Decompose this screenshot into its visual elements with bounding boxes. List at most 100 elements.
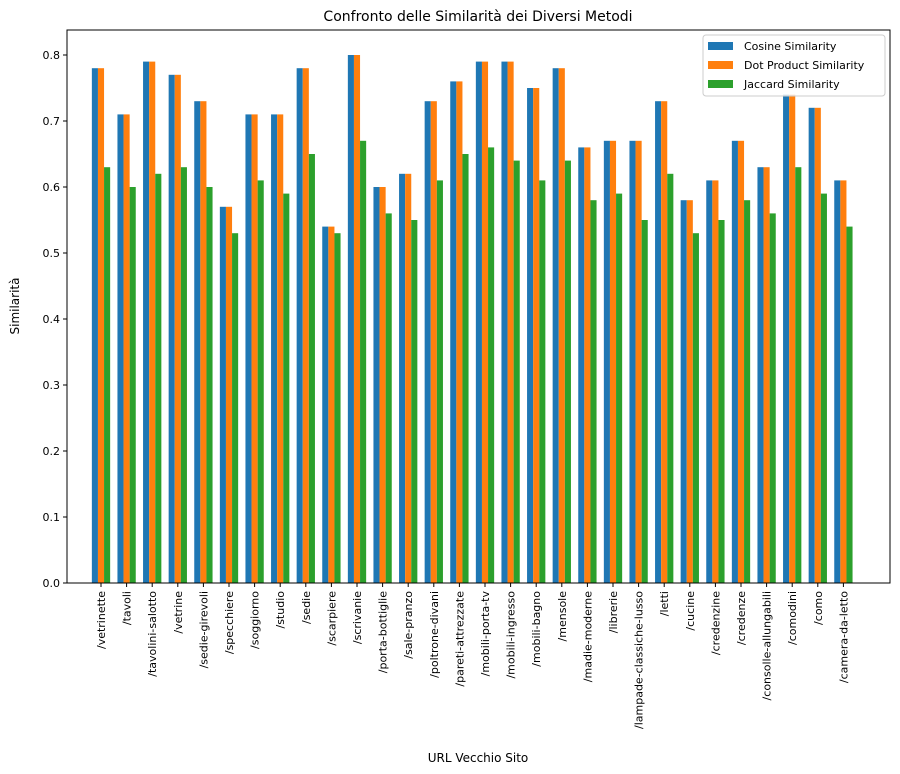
bar-jaccard xyxy=(667,173,674,584)
x-tick-label: /letti xyxy=(658,591,671,616)
x-tick-label: /camera-da-letto xyxy=(837,591,850,683)
bar-dot-product xyxy=(763,167,770,583)
bar-dot-product xyxy=(405,173,412,584)
bar-dot-product xyxy=(302,68,309,583)
bar-cosine xyxy=(271,114,278,584)
bar-cosine xyxy=(655,101,662,583)
bar-dot-product xyxy=(609,140,617,584)
x-tick-label: /tavoli xyxy=(121,591,134,625)
x-tick-label: /porta-bottiglie xyxy=(377,591,390,673)
bar-jaccard xyxy=(180,167,187,583)
bar-jaccard xyxy=(104,167,111,583)
bar-cosine xyxy=(578,147,585,583)
bar-cosine xyxy=(501,61,508,584)
bar-dot-product xyxy=(789,94,796,583)
bar-dot-product xyxy=(225,206,233,584)
bar-cosine xyxy=(424,101,431,583)
x-tick-label: /madie-moderne xyxy=(581,591,594,682)
bar-dot-product xyxy=(174,74,181,584)
bars-layer xyxy=(91,55,853,584)
y-tick-label: 0.0 xyxy=(43,577,61,590)
x-axis: /vetrinette/tavoli/tavolini-salotto/vetr… xyxy=(95,583,850,729)
bar-dot-product xyxy=(200,101,207,583)
x-tick-label: /scarpiere xyxy=(325,591,338,646)
bar-jaccard xyxy=(513,160,520,583)
chart-title: Confronto delle Similarità dei Diversi M… xyxy=(323,9,632,25)
bar-cosine xyxy=(168,74,175,584)
bar-jaccard xyxy=(257,180,264,583)
bar-jaccard xyxy=(641,220,648,583)
bar-dot-product xyxy=(251,114,258,584)
bar-cosine xyxy=(322,226,329,583)
x-tick-label: /mensole xyxy=(556,591,569,642)
legend-swatch xyxy=(708,42,733,50)
x-tick-label: /pareti-attrezzate xyxy=(453,591,466,687)
y-tick-label: 0.8 xyxy=(43,49,61,62)
bar-jaccard xyxy=(488,147,495,583)
y-tick-label: 0.1 xyxy=(43,511,61,524)
x-tick-label: /mobili-porta-tv xyxy=(479,591,492,677)
bar-dot-product xyxy=(737,140,745,584)
bar-jaccard xyxy=(308,154,315,583)
x-tick-label: /mobili-ingresso xyxy=(505,591,518,679)
bar-jaccard xyxy=(718,220,725,583)
bar-jaccard xyxy=(692,233,699,583)
bar-jaccard xyxy=(820,193,827,583)
x-tick-label: /sale-pranzo xyxy=(402,591,415,659)
bar-dot-product xyxy=(481,61,489,584)
bar-dot-product xyxy=(97,68,105,583)
bar-cosine xyxy=(296,68,303,583)
bar-cosine xyxy=(808,107,815,584)
bar-jaccard xyxy=(462,154,469,583)
legend-label: Cosine Similarity xyxy=(744,40,837,53)
bar-cosine xyxy=(373,187,380,583)
x-tick-label: /scrivanie xyxy=(351,591,364,644)
x-tick-label: /vetrine xyxy=(172,591,185,634)
x-tick-label: /como xyxy=(812,591,825,625)
x-tick-label: /consolle-allungabili xyxy=(761,591,774,700)
x-tick-label: /comodini xyxy=(786,591,799,645)
plot-frame xyxy=(66,29,891,584)
legend-label: Dot Product Similarity xyxy=(744,59,865,72)
bar-dot-product xyxy=(686,200,693,583)
bar-jaccard xyxy=(795,167,802,583)
bar-jaccard xyxy=(564,160,571,583)
legend-label: Jaccard Similarity xyxy=(743,78,840,91)
legend: Cosine Similarity Dot Product Similarity J… xyxy=(702,34,886,97)
bar-dot-product xyxy=(635,140,642,584)
bar-dot-product xyxy=(277,114,284,584)
bar-dot-product xyxy=(712,180,719,583)
bar-dot-product xyxy=(456,81,463,584)
bar-dot-product xyxy=(661,101,668,583)
bar-jaccard xyxy=(769,213,776,583)
bar-cosine xyxy=(680,200,687,583)
x-tick-label: /sedie xyxy=(300,591,313,624)
bar-cosine xyxy=(450,81,457,584)
x-tick-label: /sedie-girevoli xyxy=(197,591,210,668)
x-tick-label: /credenze xyxy=(735,591,748,645)
bar-cosine xyxy=(706,180,713,583)
bar-jaccard xyxy=(411,220,418,583)
x-tick-label: /lampade-classiche-lusso xyxy=(633,591,646,729)
bar-jaccard xyxy=(616,193,623,583)
bar-cosine xyxy=(347,55,354,583)
x-tick-label: /librerie xyxy=(607,591,620,633)
bar-dot-product xyxy=(558,68,565,583)
bar-cosine xyxy=(91,68,98,583)
bar-cosine xyxy=(603,140,610,584)
bar-cosine xyxy=(399,173,406,584)
x-tick-label: /soggiorno xyxy=(249,591,262,649)
x-tick-label: /credenzine xyxy=(709,591,722,655)
bar-cosine xyxy=(757,167,764,583)
x-tick-label: /poltrone-divani xyxy=(428,591,441,678)
y-tick-label: 0.7 xyxy=(43,115,61,128)
bar-jaccard xyxy=(846,226,853,583)
x-tick-label: /studio xyxy=(274,591,287,629)
y-axis: 0.0 0.1 0.2 0.3 0.4 0.5 0.6 0.7 0.8 xyxy=(43,49,67,590)
x-tick-label: /mobili-bagno xyxy=(530,591,543,667)
bar-jaccard xyxy=(436,180,443,583)
bar-jaccard xyxy=(283,193,290,583)
bar-cosine xyxy=(527,88,534,583)
bar-jaccard xyxy=(129,187,136,583)
